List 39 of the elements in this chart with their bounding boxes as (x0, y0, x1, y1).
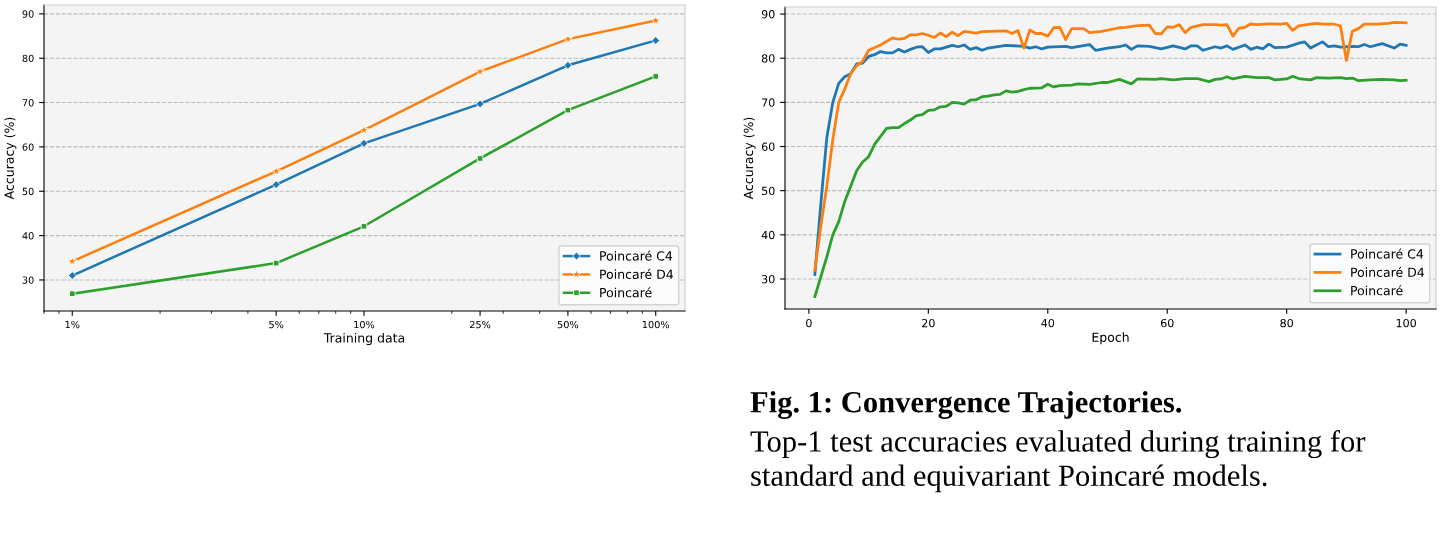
x-tick-label: 100% (642, 320, 670, 329)
legend-label: Poincaré D4 (600, 268, 674, 279)
x-tick-label: 10% (354, 320, 375, 329)
y-tick-label: 30 (761, 274, 775, 284)
x-tick-label: 5% (269, 320, 284, 329)
y-tick-label: 80 (761, 54, 775, 63)
y-axis-title: Accuracy (%) (4, 117, 17, 200)
y-tick-label: 70 (22, 99, 34, 107)
legend-label: Poincaré C4 (1351, 248, 1424, 259)
y-tick-label: 80 (22, 54, 34, 63)
y-tick-label: 50 (762, 186, 775, 196)
legend-label: Poincaré C4 (600, 250, 673, 261)
x-axis-title: Training data (323, 332, 405, 346)
y-tick-label: 60 (22, 143, 34, 151)
y-tick-label: 70 (762, 98, 775, 107)
x-tick-label: 40 (1041, 318, 1055, 328)
x-tick-label: 60 (1160, 318, 1174, 328)
y-tick-label: 40 (22, 232, 34, 240)
x-tick-label: 100 (1396, 318, 1416, 328)
y-tick-label: 30 (22, 276, 34, 284)
line-series (813, 74, 1408, 299)
x-tick-label: 80 (1280, 318, 1294, 328)
legend-label: Poincaré (1351, 285, 1403, 296)
x-tick-label: 25% (469, 320, 491, 329)
x-axis-title: Epoch (1092, 332, 1129, 345)
text: Top-1 test accuracies evaluated during training for standard and equivariant Poincaré models. (750, 430, 1366, 493)
y-tick-label: 90 (22, 10, 34, 18)
y-tick-label: 60 (761, 142, 775, 151)
x-tick-label: 0 (806, 318, 812, 328)
x-tick-label: 1% (65, 320, 80, 329)
y-tick-label: 40 (761, 230, 775, 240)
legend-label: Poincaré D4 (1351, 266, 1425, 277)
y-tick-label: 90 (761, 10, 775, 19)
x-tick-label: 50% (557, 320, 579, 329)
x-tick-label: 20 (922, 318, 935, 328)
y-tick-label: 50 (22, 187, 34, 196)
caption: Fig. 1: Convergence Trajectories. (750, 391, 1182, 419)
legend-label: Poincaré (600, 287, 652, 298)
y-axis-title: Accuracy (%) (743, 117, 756, 200)
